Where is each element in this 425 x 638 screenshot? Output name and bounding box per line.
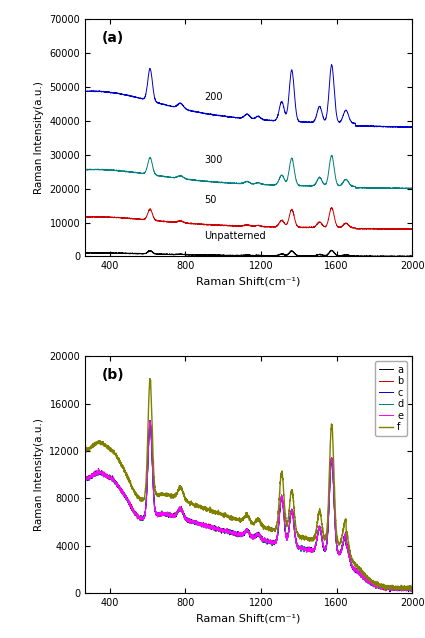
a [406,588,411,595]
f [410,581,415,589]
c [208,523,213,531]
X-axis label: Raman Shift(cm⁻¹): Raman Shift(cm⁻¹) [196,614,301,624]
Text: 200: 200 [204,93,223,103]
b [82,475,88,482]
f [222,512,227,519]
b [208,524,213,531]
a [403,586,408,593]
Legend: a, b, c, d, e, f: a, b, c, d, e, f [375,361,408,436]
f [82,445,88,452]
d [403,586,408,594]
d [139,515,144,523]
Text: Unpatterned: Unpatterned [204,231,266,241]
f [120,463,125,471]
e [82,477,88,484]
c [120,487,125,495]
a [222,530,227,537]
Line: a: a [85,420,412,591]
a [368,578,373,586]
d [82,475,88,483]
Text: 50: 50 [204,195,217,205]
e [120,489,125,497]
e [410,585,415,593]
c [403,586,408,593]
a [208,524,213,531]
a [147,417,153,424]
e [147,417,153,424]
c [387,588,392,596]
b [403,585,408,593]
c [410,586,415,593]
c [222,528,227,536]
e [222,527,227,535]
Line: c: c [85,420,412,592]
b [139,516,144,523]
d [410,584,415,591]
a [82,473,88,481]
a [139,515,144,523]
f [403,583,408,591]
b [410,584,415,591]
d [222,528,227,535]
b [408,588,414,595]
d [147,419,153,427]
c [147,417,153,424]
d [120,487,125,494]
Line: b: b [85,422,412,591]
e [368,579,373,587]
f [147,375,153,382]
Line: e: e [85,420,412,591]
d [208,522,213,530]
c [139,516,144,523]
a [120,489,125,497]
d [368,579,373,586]
d [404,587,409,595]
Line: f: f [85,378,412,590]
c [82,475,88,483]
a [410,584,415,592]
Y-axis label: Raman Intensity(a.u.): Raman Intensity(a.u.) [34,81,44,194]
f [139,496,144,503]
e [139,515,144,523]
e [403,586,408,594]
Y-axis label: Raman Intensity(a.u.): Raman Intensity(a.u.) [34,419,44,531]
f [208,506,213,514]
f [382,586,388,594]
b [222,526,227,534]
X-axis label: Raman Shift(cm⁻¹): Raman Shift(cm⁻¹) [196,277,301,287]
e [394,587,399,595]
Line: d: d [85,423,412,591]
f [368,577,373,585]
Text: 300: 300 [204,155,223,165]
b [147,419,153,426]
b [368,579,373,587]
b [120,488,125,496]
e [208,524,213,531]
c [368,580,373,588]
Text: (a): (a) [101,31,124,45]
Text: (b): (b) [101,368,124,382]
